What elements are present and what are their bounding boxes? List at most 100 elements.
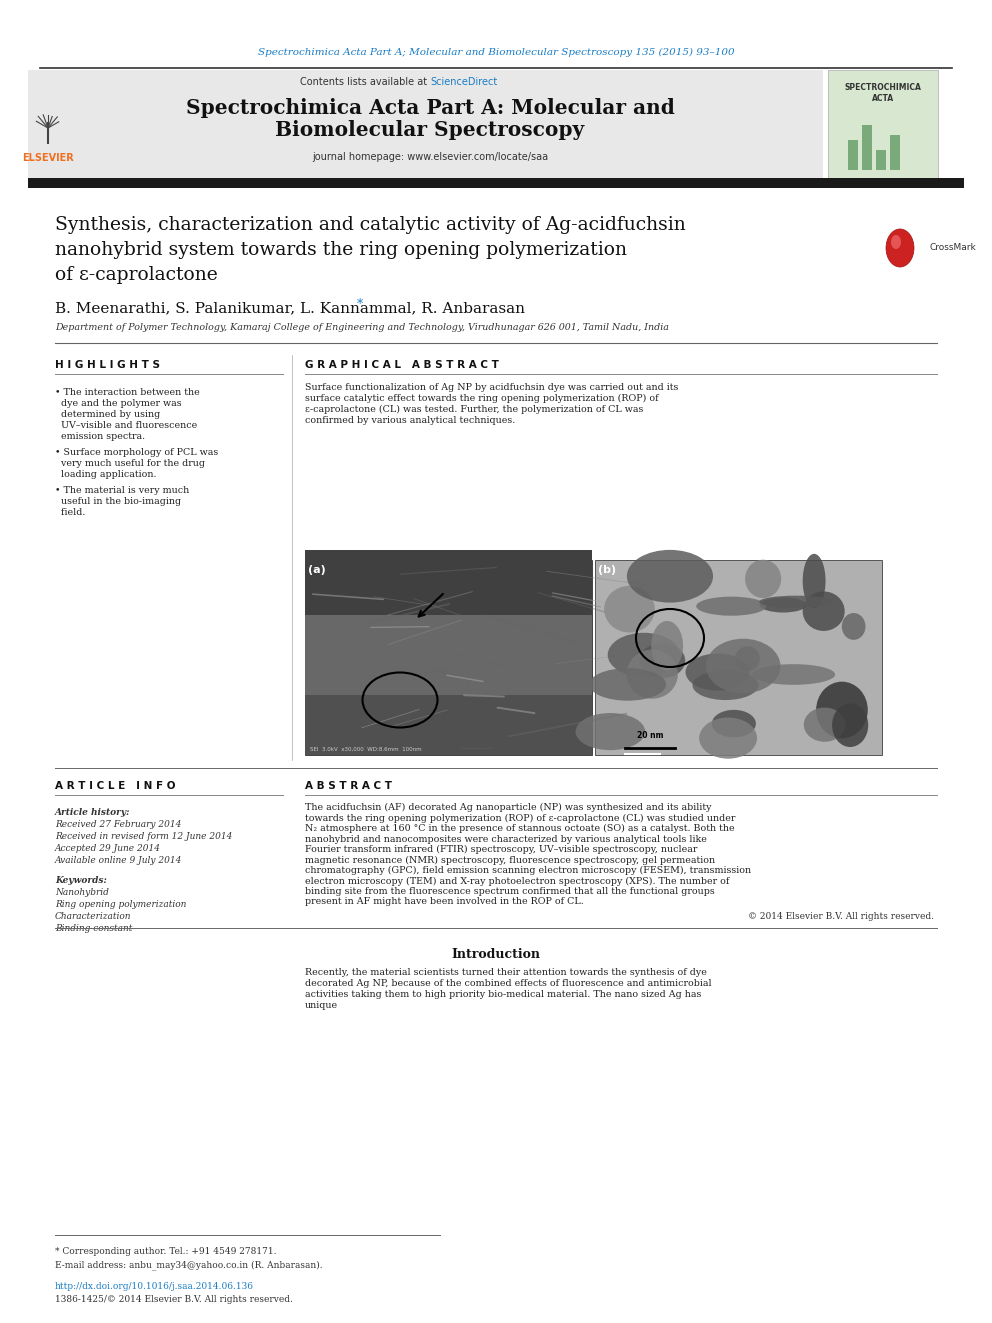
Ellipse shape <box>685 654 750 691</box>
Ellipse shape <box>816 681 868 738</box>
Text: nanohybrid and nanocomposites were characterized by various analytical tools lik: nanohybrid and nanocomposites were chara… <box>305 835 707 844</box>
Text: loading application.: loading application. <box>55 470 157 479</box>
Text: surface catalytic effect towards the ring opening polymerization (ROP) of: surface catalytic effect towards the rin… <box>305 394 659 404</box>
Ellipse shape <box>803 554 825 607</box>
Text: Surface functionalization of Ag NP by acidfuchsin dye was carried out and its: Surface functionalization of Ag NP by ac… <box>305 382 679 392</box>
Text: • Surface morphology of PCL was: • Surface morphology of PCL was <box>55 448 218 456</box>
Text: very much useful for the drug: very much useful for the drug <box>55 459 205 468</box>
Text: Recently, the material scientists turned their attention towards the synthesis o: Recently, the material scientists turned… <box>305 968 707 976</box>
Text: Binding constant: Binding constant <box>55 923 132 933</box>
FancyBboxPatch shape <box>28 70 68 179</box>
Text: decorated Ag NP, because of the combined effects of fluorescence and antimicrobi: decorated Ag NP, because of the combined… <box>305 979 711 988</box>
Text: Ring opening polymerization: Ring opening polymerization <box>55 900 186 909</box>
Text: 20 nm: 20 nm <box>637 732 664 740</box>
Ellipse shape <box>639 643 685 679</box>
Text: Introduction: Introduction <box>451 949 541 960</box>
Text: Biomolecular Spectroscopy: Biomolecular Spectroscopy <box>276 120 584 140</box>
Text: Spectrochimica Acta Part A; Molecular and Biomolecular Spectroscopy 135 (2015) 9: Spectrochimica Acta Part A; Molecular an… <box>258 48 734 57</box>
Ellipse shape <box>832 704 868 747</box>
Text: Synthesis, characterization and catalytic activity of Ag-acidfuchsin: Synthesis, characterization and catalyti… <box>55 216 685 234</box>
Text: journal homepage: www.elsevier.com/locate/saa: journal homepage: www.elsevier.com/locat… <box>311 152 548 161</box>
Text: towards the ring opening polymerization (ROP) of ε-caprolactone (CL) was studied: towards the ring opening polymerization … <box>305 814 735 823</box>
Ellipse shape <box>891 235 901 249</box>
Text: B. Meenarathi, S. Palanikumar, L. Kannammal, R. Anbarasan: B. Meenarathi, S. Palanikumar, L. Kannam… <box>55 302 525 315</box>
Text: E-mail address: anbu_may34@yahoo.co.in (R. Anbarasan).: E-mail address: anbu_may34@yahoo.co.in (… <box>55 1259 322 1270</box>
Text: * Corresponding author. Tel.: +91 4549 278171.: * Corresponding author. Tel.: +91 4549 2… <box>55 1248 277 1256</box>
Text: Department of Polymer Technology, Kamaraj College of Engineering and Technology,: Department of Polymer Technology, Kamara… <box>55 324 669 332</box>
Bar <box>28 179 964 188</box>
Text: G R A P H I C A L   A B S T R A C T: G R A P H I C A L A B S T R A C T <box>305 360 499 370</box>
Text: The acidfuchsin (AF) decorated Ag nanoparticle (NP) was synthesized and its abil: The acidfuchsin (AF) decorated Ag nanopa… <box>305 803 711 812</box>
Bar <box>890 135 900 169</box>
FancyBboxPatch shape <box>828 70 938 179</box>
Ellipse shape <box>575 713 645 750</box>
Text: Accepted 29 June 2014: Accepted 29 June 2014 <box>55 844 161 853</box>
Text: N₂ atmosphere at 160 °C in the presence of stannous octoate (SO) as a catalyst. : N₂ atmosphere at 160 °C in the presence … <box>305 824 735 833</box>
Text: Fourier transform infrared (FTIR) spectroscopy, UV–visible spectroscopy, nuclear: Fourier transform infrared (FTIR) spectr… <box>305 845 697 855</box>
Ellipse shape <box>842 613 865 640</box>
Ellipse shape <box>589 668 666 701</box>
Ellipse shape <box>706 639 781 693</box>
Text: useful in the bio-imaging: useful in the bio-imaging <box>55 497 182 505</box>
Text: dye and the polymer was: dye and the polymer was <box>55 400 182 407</box>
Bar <box>595 560 882 755</box>
Text: A R T I C L E   I N F O: A R T I C L E I N F O <box>55 781 176 791</box>
Ellipse shape <box>699 717 757 758</box>
Ellipse shape <box>692 671 759 700</box>
Ellipse shape <box>803 591 844 631</box>
Text: H I G H L I G H T S: H I G H L I G H T S <box>55 360 160 370</box>
Text: electron microscopy (TEM) and X-ray photoelectron spectroscopy (XPS). The number: electron microscopy (TEM) and X-ray phot… <box>305 877 729 885</box>
Text: SEI  3.0kV  x30,000  WD:8.6mm  100nm: SEI 3.0kV x30,000 WD:8.6mm 100nm <box>310 747 422 751</box>
Text: ScienceDirect: ScienceDirect <box>430 77 497 87</box>
Text: *: * <box>357 299 363 311</box>
Ellipse shape <box>752 664 835 685</box>
Text: Characterization: Characterization <box>55 912 132 921</box>
Text: Contents lists available at: Contents lists available at <box>300 77 430 87</box>
Text: © 2014 Elsevier B.V. All rights reserved.: © 2014 Elsevier B.V. All rights reserved… <box>748 912 934 921</box>
Text: field.: field. <box>55 508 85 517</box>
Ellipse shape <box>627 550 713 602</box>
Text: emission spectra.: emission spectra. <box>55 433 145 441</box>
Text: Spectrochimica Acta Part A: Molecular and: Spectrochimica Acta Part A: Molecular an… <box>186 98 675 118</box>
Text: determined by using: determined by using <box>55 410 161 419</box>
Bar <box>862 124 872 169</box>
Text: CrossMark: CrossMark <box>930 243 977 253</box>
Text: nanohybrid system towards the ring opening polymerization: nanohybrid system towards the ring openi… <box>55 241 627 259</box>
Text: binding site from the fluorescence spectrum confirmed that all the functional gr: binding site from the fluorescence spect… <box>305 886 715 896</box>
Text: Available online 9 July 2014: Available online 9 July 2014 <box>55 856 183 865</box>
Bar <box>305 695 592 755</box>
Text: (a): (a) <box>308 565 325 576</box>
Bar <box>876 149 886 169</box>
Text: UV–visible and fluorescence: UV–visible and fluorescence <box>55 421 197 430</box>
Text: SPECTROCHIMICA
ACTA: SPECTROCHIMICA ACTA <box>844 83 922 103</box>
FancyBboxPatch shape <box>68 70 823 179</box>
Text: 20 nm: 20 nm <box>633 755 651 761</box>
Text: • The interaction between the: • The interaction between the <box>55 388 199 397</box>
Ellipse shape <box>651 620 683 671</box>
Bar <box>305 550 592 615</box>
Ellipse shape <box>604 586 655 632</box>
Text: Keywords:: Keywords: <box>55 876 107 885</box>
Text: 1386-1425/© 2014 Elsevier B.V. All rights reserved.: 1386-1425/© 2014 Elsevier B.V. All right… <box>55 1295 293 1304</box>
Text: Nanohybrid: Nanohybrid <box>55 888 109 897</box>
Ellipse shape <box>759 595 832 609</box>
Text: ELSEVIER: ELSEVIER <box>22 153 73 163</box>
Bar <box>305 560 592 755</box>
Ellipse shape <box>735 647 760 671</box>
Text: activities taking them to high priority bio-medical material. The nano sized Ag : activities taking them to high priority … <box>305 990 701 999</box>
Text: magnetic resonance (NMR) spectroscopy, fluorescence spectroscopy, gel permeation: magnetic resonance (NMR) spectroscopy, f… <box>305 856 715 865</box>
Text: present in AF might have been involved in the ROP of CL.: present in AF might have been involved i… <box>305 897 583 906</box>
Text: Received 27 February 2014: Received 27 February 2014 <box>55 820 182 830</box>
Text: Article history:: Article history: <box>55 808 131 818</box>
Ellipse shape <box>745 560 782 598</box>
Ellipse shape <box>760 598 806 613</box>
Ellipse shape <box>886 229 914 267</box>
Text: chromatography (GPC), field emission scanning electron microscopy (FESEM), trans: chromatography (GPC), field emission sca… <box>305 867 751 875</box>
Text: Received in revised form 12 June 2014: Received in revised form 12 June 2014 <box>55 832 232 841</box>
Ellipse shape <box>627 650 678 699</box>
Ellipse shape <box>608 632 681 677</box>
Text: ε-caprolactone (CL) was tested. Further, the polymerization of CL was: ε-caprolactone (CL) was tested. Further,… <box>305 405 644 414</box>
Text: • The material is very much: • The material is very much <box>55 486 189 495</box>
Text: confirmed by various analytical techniques.: confirmed by various analytical techniqu… <box>305 415 515 425</box>
Text: A B S T R A C T: A B S T R A C T <box>305 781 392 791</box>
